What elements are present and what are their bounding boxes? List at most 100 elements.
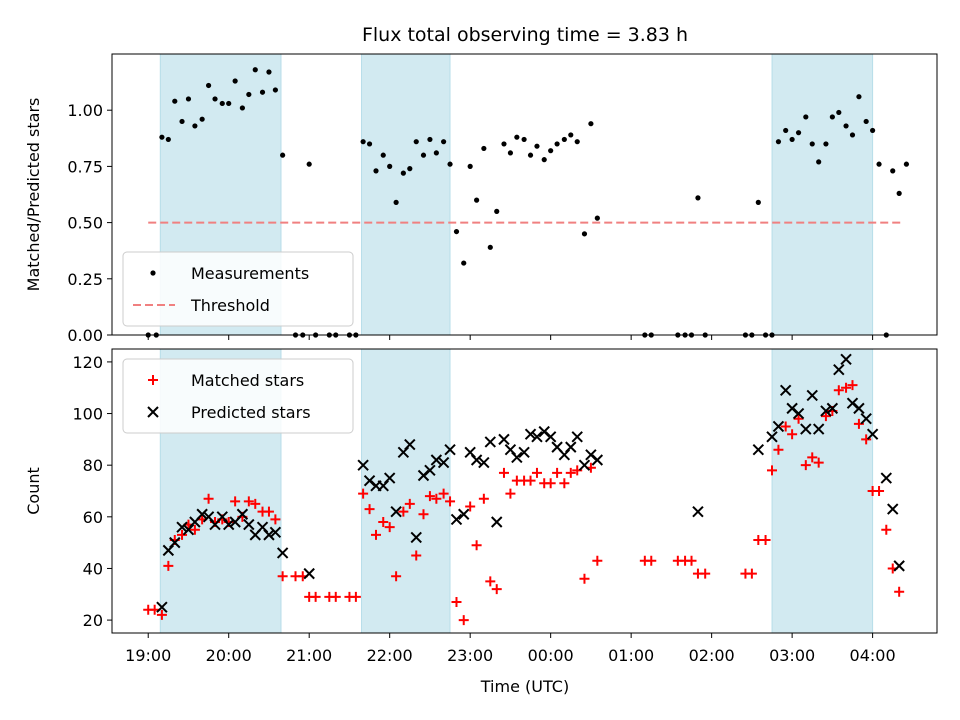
measurement-point xyxy=(588,121,594,127)
measurement-point xyxy=(266,69,272,75)
measurement-point xyxy=(306,161,312,167)
measurement-point xyxy=(849,132,856,138)
shaded-interval xyxy=(361,53,451,336)
measurement-point xyxy=(427,136,433,143)
measurement-point xyxy=(447,161,453,167)
x-tick-label: 23:00 xyxy=(447,646,493,665)
measurement-point xyxy=(461,260,467,266)
legend-label: Predicted stars xyxy=(191,403,311,422)
matched-stars-point xyxy=(780,421,791,432)
count-panel: 20 40 60 80 100 120 19:00 20:00 21:00 22:00 23:00… xyxy=(24,348,938,665)
matched-stars-point xyxy=(243,496,254,507)
measurement-point xyxy=(574,139,580,145)
measurement-point xyxy=(219,100,225,107)
legend-marker xyxy=(147,406,159,418)
measurement-point xyxy=(863,118,869,125)
legend-box xyxy=(122,251,354,327)
count-legend: Matched stars Predicted stars xyxy=(122,358,354,434)
x-tick-label: 22:00 xyxy=(367,646,413,665)
predicted-stars-point xyxy=(484,436,497,448)
measurement-point xyxy=(441,139,447,145)
measurement-point xyxy=(507,150,514,156)
matched-stars-point xyxy=(451,597,462,608)
predicted-stars-point xyxy=(544,431,557,443)
matched-stars-point xyxy=(330,591,341,602)
measurement-point xyxy=(179,118,185,125)
matched-stars-point xyxy=(445,496,456,507)
matched-stars-point xyxy=(773,444,784,455)
matched-stars-point xyxy=(592,555,603,566)
measurement-point xyxy=(165,136,171,143)
matched-stars-point xyxy=(841,382,852,393)
predicted-stars-point xyxy=(478,456,490,469)
measurement-point xyxy=(816,159,822,165)
shaded-interval xyxy=(771,53,874,336)
chart-title: Flux total observing time = 3.83 h xyxy=(362,24,688,46)
predicted-stars-point xyxy=(518,446,530,458)
legend-marker xyxy=(148,375,158,385)
matched-stars-point xyxy=(559,478,570,489)
measurement-point xyxy=(433,150,439,156)
matched-stars-point xyxy=(418,509,429,520)
measurement-point xyxy=(843,123,849,129)
matched-stars-point xyxy=(350,591,361,602)
measurement-point xyxy=(823,141,829,147)
matched-stars-point xyxy=(807,452,818,463)
y-tick-label: 20 xyxy=(83,611,103,630)
matched-stars-point xyxy=(378,516,389,527)
x-tick-label: 21:00 xyxy=(286,646,332,665)
matched-stars-point xyxy=(156,609,167,620)
x-tick-label: 20:00 xyxy=(206,646,252,665)
measurement-point xyxy=(695,195,701,201)
predicted-stars-point xyxy=(692,505,704,518)
predicted-stars-point xyxy=(243,518,255,531)
measurement-point xyxy=(205,82,212,89)
predicted-stars-point xyxy=(410,531,422,544)
predicted-stars-point xyxy=(806,389,818,402)
measurement-point xyxy=(172,98,178,104)
matched-stars-point xyxy=(431,493,442,504)
matched-stars-point xyxy=(203,493,214,504)
predicted-stars-point xyxy=(437,456,450,469)
matched-stars-point xyxy=(491,584,502,595)
measurement-point xyxy=(393,199,399,205)
predicted-stars-point xyxy=(169,536,181,549)
measurement-point xyxy=(373,168,379,174)
legend-label: Matched stars xyxy=(191,371,304,390)
matched-stars-point xyxy=(391,571,402,582)
matched-stars-point xyxy=(746,568,757,579)
measurement-point xyxy=(541,157,547,163)
matched-stars-point xyxy=(485,576,496,587)
measurement-point xyxy=(896,190,902,196)
measurement-point xyxy=(521,136,527,143)
matched-stars-point xyxy=(398,506,409,517)
ratio-legend: Measurements Threshold xyxy=(122,251,354,327)
matched-stars-point xyxy=(552,467,563,478)
matched-stars-point xyxy=(505,488,516,499)
measurement-point xyxy=(487,244,493,250)
matched-stars-point xyxy=(525,475,536,486)
matched-stars-point xyxy=(384,522,395,533)
predicted-stars-point xyxy=(404,438,416,451)
matched-stars-point xyxy=(411,550,422,561)
predicted-stars-point xyxy=(772,420,785,433)
predicted-stars-point xyxy=(565,441,577,453)
predicted-stars-point xyxy=(269,526,282,539)
count-series xyxy=(143,353,905,626)
measurement-point xyxy=(561,136,567,143)
measurement-point xyxy=(387,163,393,169)
measurement-point xyxy=(870,127,876,134)
count-y-axis-label: Count xyxy=(24,467,43,515)
predicted-stars-point xyxy=(833,363,845,376)
measurement-point xyxy=(554,141,560,147)
matched-stars-point xyxy=(861,434,872,445)
predicted-stars-point xyxy=(357,459,369,471)
legend-label: Threshold xyxy=(190,296,270,315)
matched-stars-point xyxy=(310,591,321,602)
x-tick-label: 04:00 xyxy=(850,646,896,665)
predicted-stars-point xyxy=(571,431,583,443)
predicted-stars-point xyxy=(792,407,805,420)
measurement-point xyxy=(400,170,406,176)
measurement-point xyxy=(474,197,480,203)
x-tick-label: 19:00 xyxy=(125,646,171,665)
